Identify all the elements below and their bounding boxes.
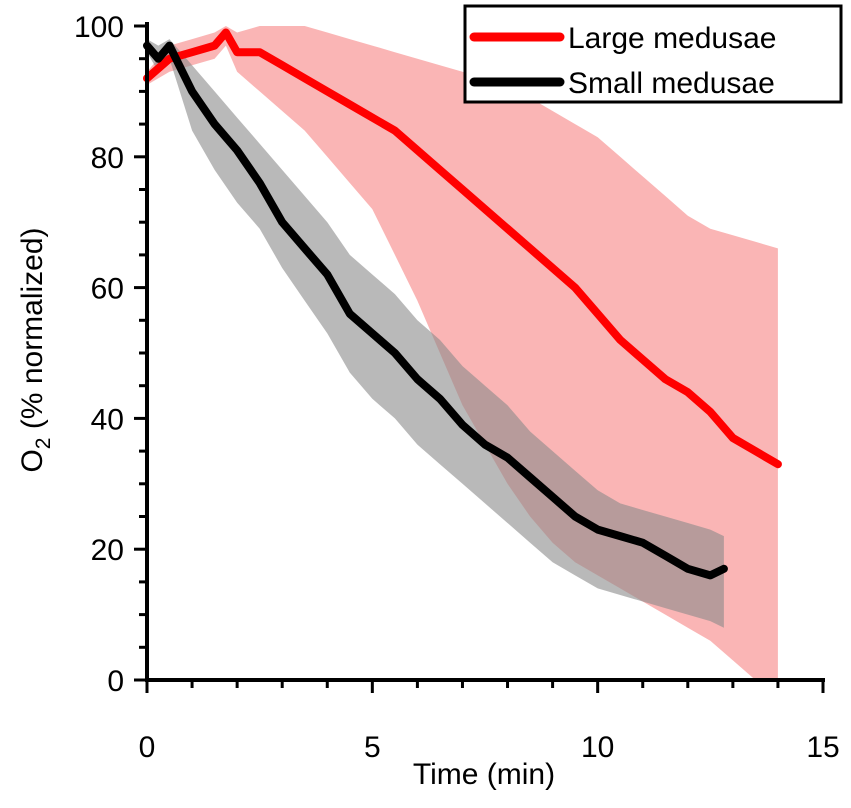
x-tick-label: 15 <box>806 731 839 764</box>
y-tick-label: 60 <box>91 273 124 306</box>
y-tick-label: 0 <box>107 665 124 698</box>
y-tick-label: 100 <box>74 11 124 44</box>
legend-label-small: Small medusae <box>568 67 775 100</box>
series-lines <box>143 28 782 580</box>
y-tick-label: 40 <box>91 403 124 436</box>
tick-labels: 0 5 10 15 0 20 40 60 80 100 <box>74 11 840 764</box>
line-large <box>143 28 782 469</box>
x-tick-label: 10 <box>581 731 614 764</box>
y-tick-label: 20 <box>91 534 124 567</box>
band-small <box>147 39 724 628</box>
x-axis-title: Time (min) <box>413 758 555 791</box>
tick-marks <box>134 24 825 693</box>
x-tick-label: 0 <box>139 731 156 764</box>
y-tick-label: 80 <box>91 142 124 175</box>
legend: Large medusae Small medusae <box>463 4 843 104</box>
line-small <box>143 41 728 580</box>
legend-label-large: Large medusae <box>568 22 776 55</box>
error-bands <box>147 26 778 680</box>
x-tick-label: 5 <box>364 731 381 764</box>
y-axis-title: O2 (% normalized) <box>16 227 55 472</box>
